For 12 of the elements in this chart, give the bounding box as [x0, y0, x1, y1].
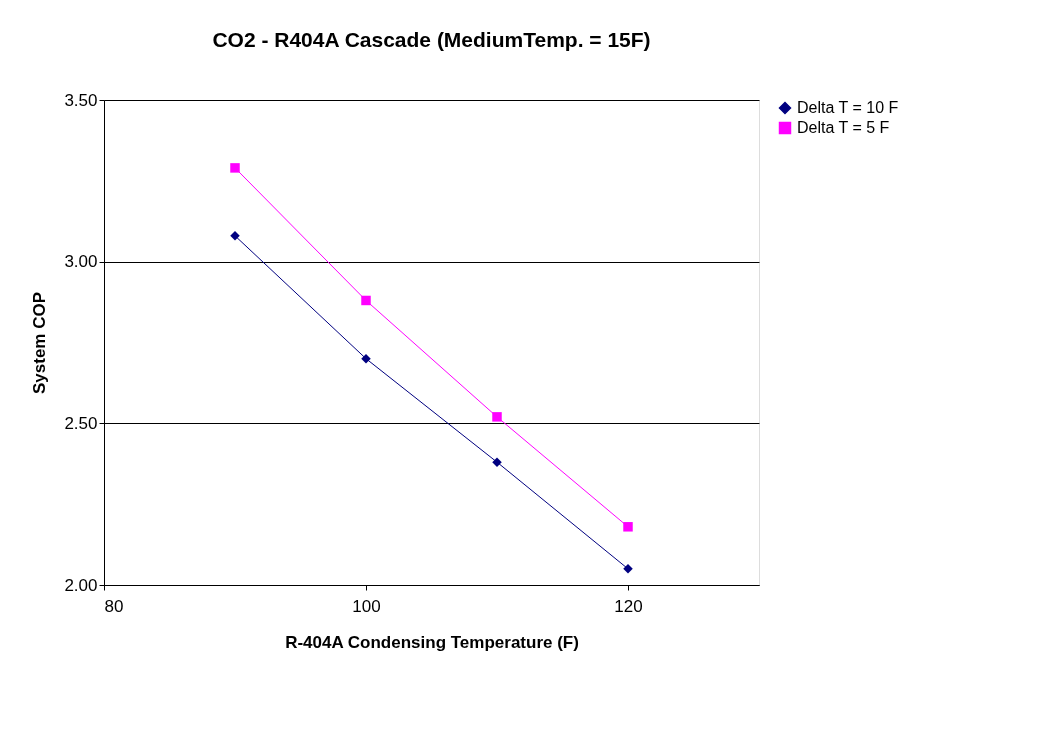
- y-tick-label: 2.50: [64, 413, 98, 433]
- chart-title: CO2 - R404A Cascade (MediumTemp. = 15F): [212, 28, 651, 51]
- y-tick-label: 3.50: [64, 90, 98, 110]
- x-axis-title: R-404A Condensing Temperature (F): [285, 632, 579, 652]
- y-axis-title: System COP: [30, 291, 50, 395]
- x-tick-label: 100: [352, 596, 381, 616]
- x-tick-label: 80: [104, 596, 124, 616]
- y-tick-label: 2.00: [64, 575, 98, 595]
- legend-label: Delta T = 5 F: [797, 119, 890, 136]
- x-tick-label: 120: [614, 596, 643, 616]
- legend-label: Delta T = 10 F: [797, 99, 899, 116]
- y-tick-label: 3.00: [64, 252, 98, 272]
